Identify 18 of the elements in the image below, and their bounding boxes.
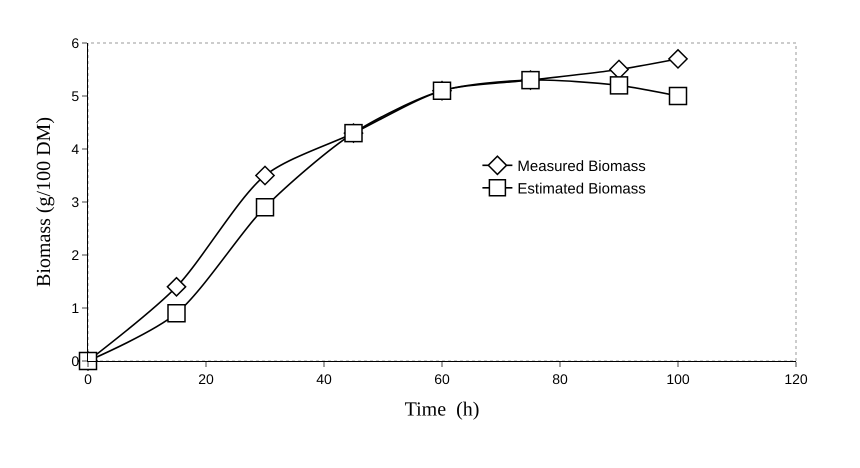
x-tick-label: 80 [552,370,568,387]
legend-label: Estimated Biomass [517,180,646,198]
y-tick-label: 6 [71,34,80,51]
y-tick-label: 1 [71,300,80,316]
x-tick-label: 0 [84,370,92,387]
x-tick-label: 40 [316,370,332,387]
y-tick-label: 0 [71,352,80,369]
y-tick-label: 2 [71,246,80,263]
x-tick-label: 20 [198,370,214,387]
y-axis-title: Biomass (g/100 DM) [32,117,55,287]
x-tick-label: 60 [434,370,450,387]
y-tick-label: 3 [71,194,80,210]
y-tick-label: 4 [71,140,80,157]
x-tick-label: 100 [666,370,690,387]
y-tick-label: 5 [71,88,80,104]
x-axis-title: Time (h) [404,398,480,420]
x-tick-label: 120 [784,370,808,387]
legend-label: Measured Biomass [517,158,646,176]
